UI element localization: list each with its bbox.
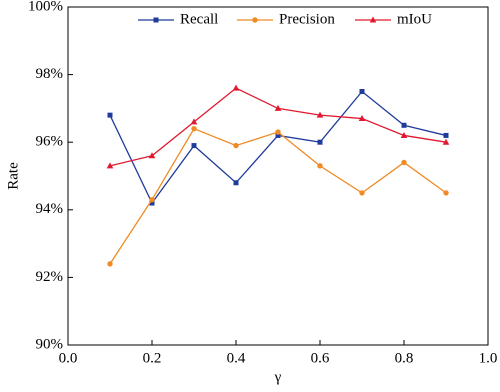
marker — [275, 132, 281, 138]
marker — [148, 152, 156, 159]
y-tick-label: 94% — [36, 201, 64, 217]
marker — [317, 163, 323, 169]
x-tick-label: 0.4 — [227, 350, 246, 366]
marker — [369, 16, 377, 23]
marker — [317, 139, 323, 145]
marker — [149, 200, 155, 206]
legend-label: mIoU — [397, 11, 432, 27]
marker — [252, 17, 258, 23]
marker — [233, 142, 239, 149]
x-tick-label: 1.0 — [479, 350, 498, 366]
x-tick-label: 0.0 — [59, 350, 78, 366]
series-line — [109, 87, 447, 167]
x-axis-label: γ — [274, 369, 282, 385]
marker — [359, 190, 365, 196]
y-tick-label: 92% — [36, 269, 64, 285]
x-tick-label: 0.6 — [311, 350, 330, 366]
marker — [190, 118, 198, 125]
legend-label: Recall — [180, 11, 218, 27]
marker — [153, 17, 159, 23]
marker — [107, 112, 113, 118]
marker — [401, 122, 407, 128]
legend-label: Precision — [279, 11, 335, 27]
marker — [106, 162, 114, 169]
marker — [107, 261, 113, 267]
marker — [275, 129, 281, 135]
marker — [358, 115, 366, 122]
y-tick-label: 90% — [36, 336, 64, 352]
marker — [191, 125, 197, 132]
marker — [149, 196, 155, 203]
marker — [316, 111, 324, 118]
marker — [443, 190, 449, 196]
marker — [233, 180, 239, 186]
marker — [274, 104, 282, 111]
marker — [442, 138, 450, 145]
y-tick-label: 96% — [36, 134, 64, 150]
x-tick-label: 0.2 — [143, 350, 162, 366]
marker — [191, 143, 197, 149]
marker — [400, 131, 408, 138]
y-tick-label: 98% — [36, 66, 64, 82]
x-tick-label: 0.8 — [395, 350, 414, 366]
y-tick-label: 100% — [28, 0, 63, 14]
y-axis-label: Rate — [5, 162, 21, 190]
marker — [443, 132, 449, 138]
marker — [401, 159, 407, 166]
plot-frame — [67, 6, 489, 346]
marker — [232, 84, 240, 91]
marker — [359, 89, 365, 94]
